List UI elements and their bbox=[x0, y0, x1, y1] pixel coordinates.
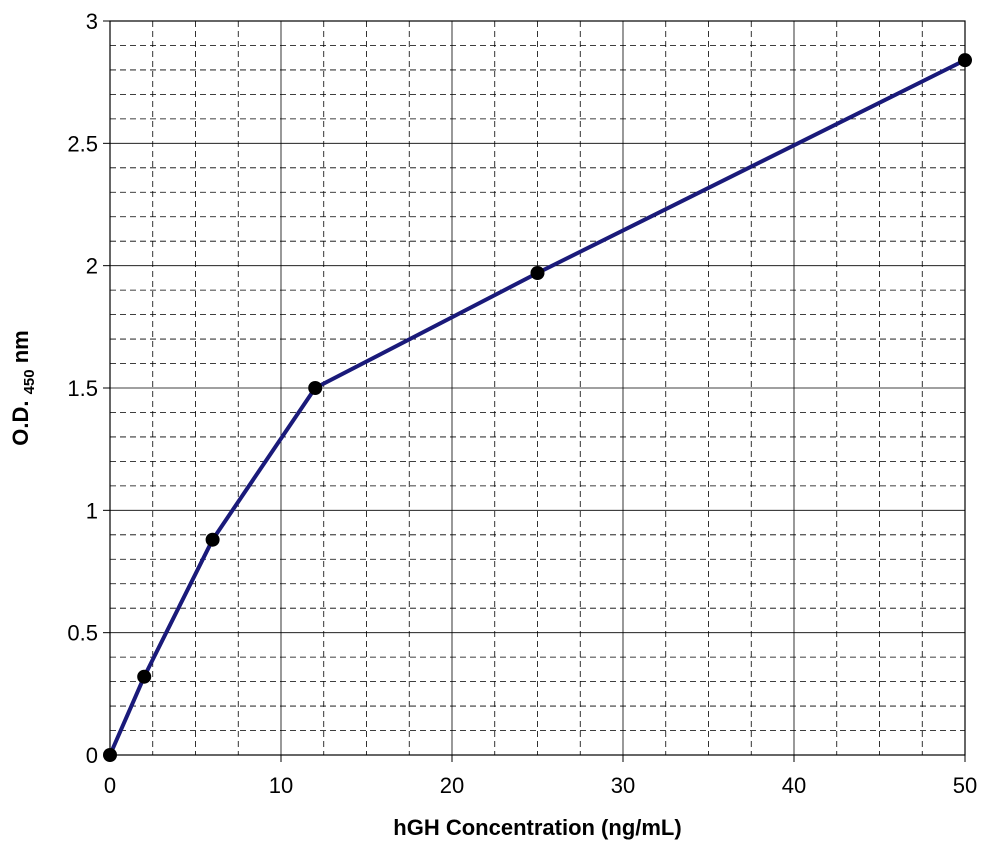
y-axis-title-prefix: O.D. bbox=[8, 394, 33, 445]
x-tick-label: 20 bbox=[440, 773, 464, 798]
y-axis-title-suffix: nm bbox=[8, 330, 33, 369]
y-axis: 0 0.5 1 1.5 2 2.5 3 bbox=[67, 9, 110, 768]
x-tick-label: 0 bbox=[104, 773, 116, 798]
data-point bbox=[530, 266, 545, 281]
y-tick-label: 0 bbox=[86, 743, 98, 768]
y-axis-title: O.D. 450 nm bbox=[8, 330, 38, 446]
x-tick-label: 10 bbox=[269, 773, 293, 798]
series-layer bbox=[103, 53, 972, 762]
major-grid bbox=[110, 21, 965, 755]
y-tick-label: 1.5 bbox=[67, 376, 98, 401]
data-point bbox=[308, 381, 323, 395]
x-tick-label: 30 bbox=[611, 773, 635, 798]
x-tick-label: 40 bbox=[782, 773, 806, 798]
series-line bbox=[108, 58, 966, 756]
y-tick-label: 2 bbox=[86, 254, 98, 279]
x-axis-title: hGH Concentration (ng/mL) bbox=[393, 815, 681, 840]
y-tick-label: 3 bbox=[86, 9, 98, 34]
data-point bbox=[137, 669, 152, 684]
x-axis: 0 10 20 30 40 50 bbox=[104, 755, 977, 798]
data-point bbox=[205, 532, 220, 547]
y-tick-label: 1 bbox=[86, 498, 98, 523]
data-point bbox=[958, 53, 972, 68]
y-tick-label: 2.5 bbox=[67, 131, 98, 156]
y-axis-title-subscript: 450 bbox=[21, 369, 38, 394]
data-point bbox=[103, 748, 117, 762]
y-tick-label: 0.5 bbox=[67, 621, 98, 646]
x-tick-label: 50 bbox=[953, 773, 977, 798]
